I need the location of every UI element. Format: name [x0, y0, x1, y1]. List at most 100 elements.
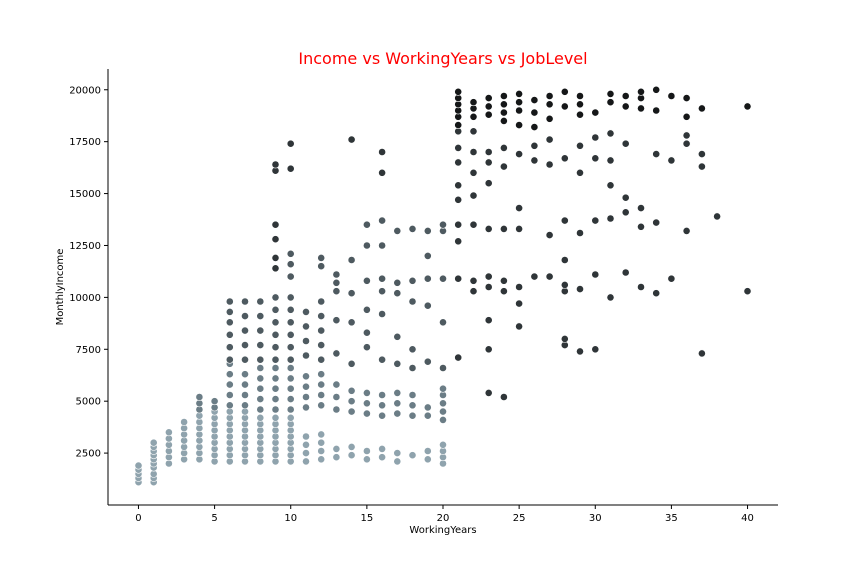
data-point [439, 415, 447, 424]
data-point [302, 403, 310, 412]
data-point [302, 307, 310, 316]
data-point [241, 312, 249, 320]
data-point [317, 262, 326, 271]
data-point [286, 413, 295, 422]
data-point [225, 297, 234, 306]
data-point [362, 220, 371, 229]
data-point [560, 334, 569, 343]
data-point [134, 461, 143, 470]
data-point [271, 395, 280, 403]
data-point [469, 148, 478, 156]
data-point [439, 274, 447, 283]
data-point [378, 216, 386, 225]
data-point [606, 214, 615, 223]
data-point [302, 351, 310, 360]
data-point [347, 397, 356, 406]
data-point [530, 141, 539, 150]
data-point [347, 407, 356, 416]
data-point [499, 117, 508, 125]
data-point [499, 143, 508, 152]
data-point [621, 208, 630, 217]
data-point [256, 312, 265, 320]
data-point [286, 164, 295, 173]
data-point [439, 384, 447, 393]
data-point [378, 274, 386, 283]
data-point [454, 143, 463, 152]
data-point [241, 355, 249, 364]
data-point [560, 154, 569, 163]
data-point [454, 237, 463, 246]
data-point [530, 272, 539, 281]
data-point [286, 364, 295, 372]
data-point [362, 343, 371, 352]
data-point [286, 330, 295, 339]
x-axis-ticks: 0 5 10 15 20 25 30 35 40 [135, 505, 754, 524]
data-point [317, 430, 326, 439]
data-point [591, 154, 600, 163]
data-point [378, 411, 386, 420]
data-point [606, 181, 615, 190]
data-point [408, 345, 417, 354]
data-point [484, 316, 493, 325]
data-point [682, 139, 691, 148]
data-point [271, 330, 280, 339]
data-point [210, 397, 219, 406]
data-point [423, 274, 432, 283]
data-point [302, 440, 310, 449]
data-point [241, 326, 249, 335]
data-point [332, 316, 341, 325]
data-point [347, 318, 356, 327]
data-point [317, 438, 326, 447]
data-point [362, 276, 371, 285]
data-point [591, 133, 600, 142]
data-point [347, 359, 356, 368]
data-point [362, 399, 371, 408]
data-point [271, 293, 280, 302]
x-tick-label: 15 [360, 513, 373, 524]
data-point [606, 293, 615, 302]
data-point [362, 455, 371, 464]
data-point [286, 249, 295, 258]
data-point [484, 388, 493, 397]
data-point [286, 384, 295, 393]
data-point [286, 260, 295, 269]
data-point [591, 270, 600, 279]
y-tick-label: 15000 [69, 189, 101, 200]
data-point [271, 355, 280, 364]
x-tick-label: 25 [513, 513, 526, 524]
data-point [332, 278, 341, 287]
data-point [408, 276, 417, 285]
data-point [271, 413, 280, 422]
data-point [393, 332, 402, 341]
data-point [347, 256, 356, 264]
data-point [302, 322, 310, 331]
data-point [302, 337, 310, 345]
data-point [195, 393, 204, 401]
data-point [271, 264, 280, 273]
data-point [439, 220, 447, 229]
data-point [637, 104, 645, 113]
data-point [545, 160, 554, 169]
data-point [317, 253, 326, 262]
data-point [225, 318, 234, 327]
data-point [439, 399, 447, 408]
data-point [393, 226, 402, 235]
data-point [621, 193, 630, 202]
x-tick-label: 5 [211, 513, 217, 524]
data-point [484, 148, 493, 156]
data-point [682, 131, 691, 140]
data-point [698, 162, 706, 171]
data-point [271, 384, 280, 393]
data-point [225, 401, 234, 410]
data-point [469, 168, 478, 177]
data-point [667, 92, 676, 100]
x-axis-label: WorkingYears [409, 525, 476, 536]
data-point [499, 393, 508, 401]
data-point [423, 411, 432, 420]
data-point [576, 347, 584, 356]
data-point [378, 401, 386, 410]
data-point [545, 135, 554, 144]
y-tick-label: 5000 [76, 397, 101, 408]
data-point [499, 224, 508, 233]
data-point [576, 229, 584, 237]
